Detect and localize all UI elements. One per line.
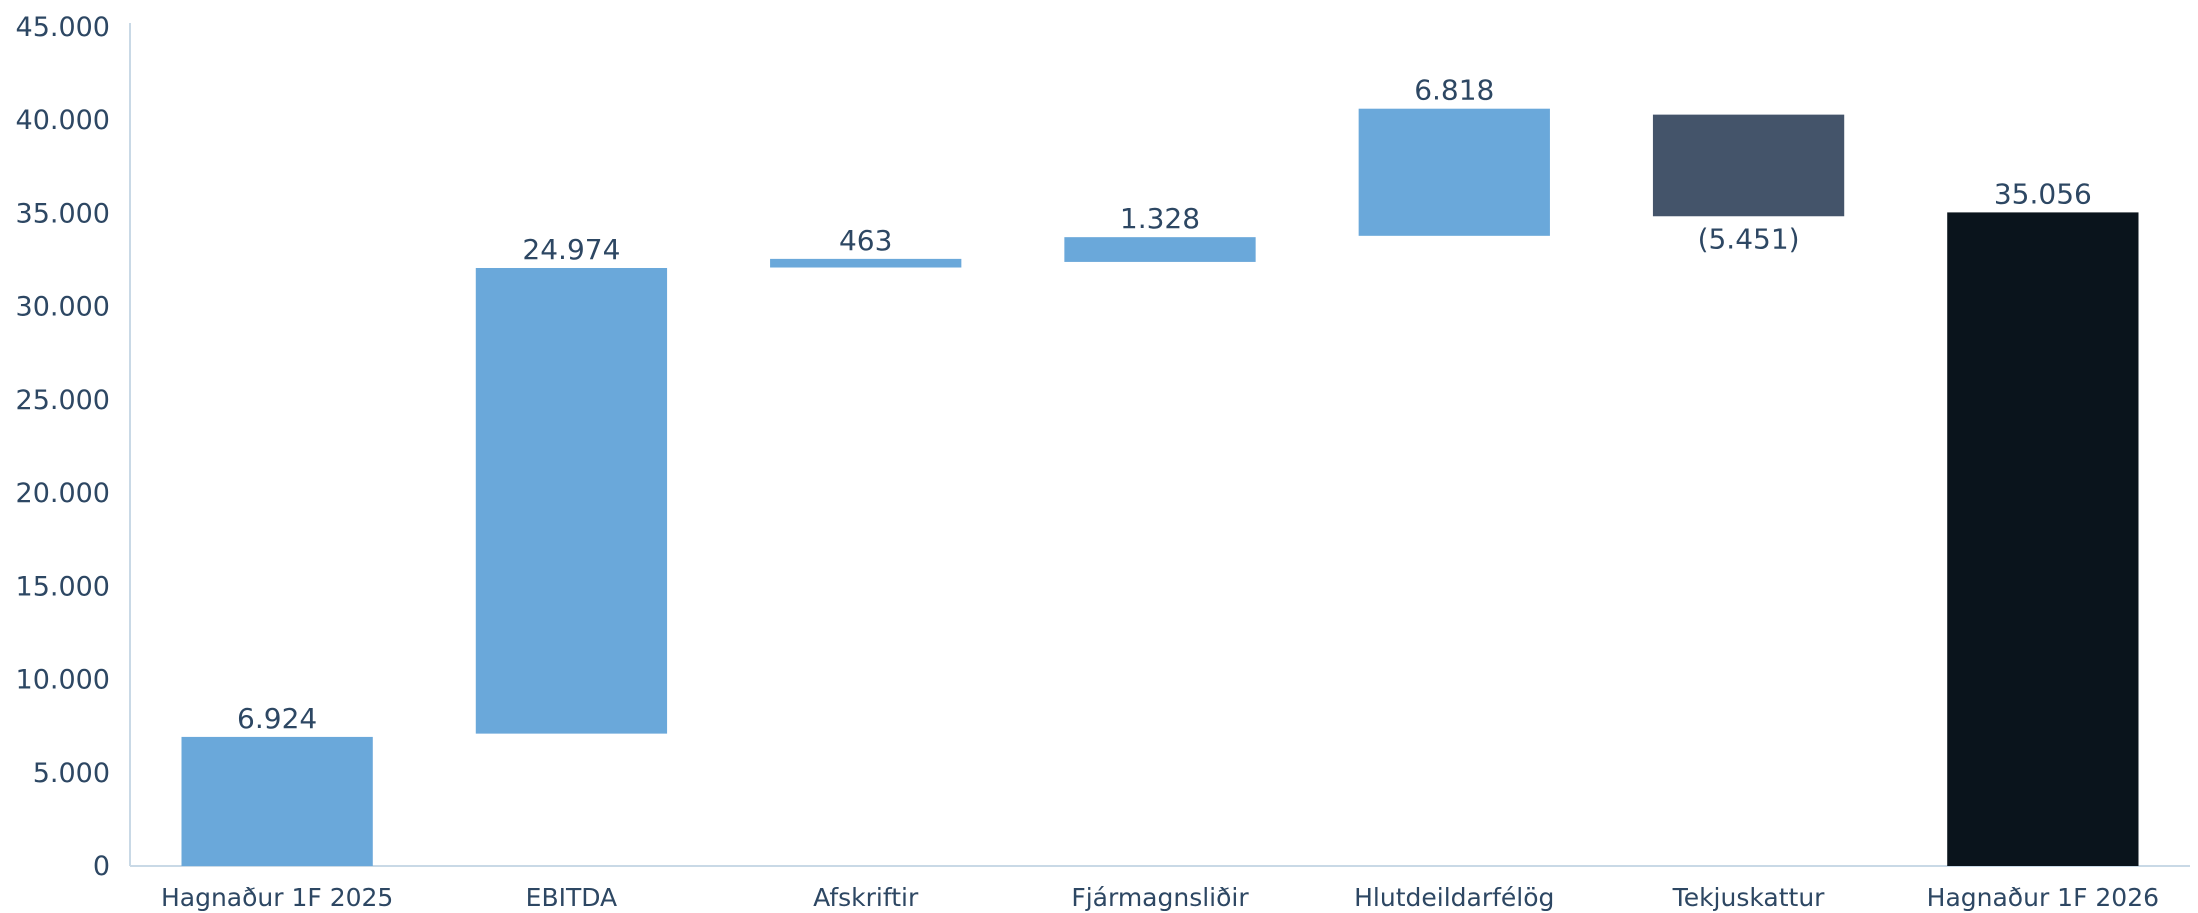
data-label: 1.328 (1120, 202, 1200, 235)
y-tick-label: 30.000 (16, 292, 110, 323)
y-tick-label: 20.000 (16, 478, 110, 509)
x-tick-label: EBITDA (526, 883, 618, 912)
x-tick-label: Afskriftir (813, 883, 919, 912)
y-tick-label: 15.000 (16, 571, 110, 602)
x-tick-label: Fjármagnsliðir (1071, 883, 1249, 912)
bar-increase (475, 267, 668, 734)
data-label: 6.818 (1414, 74, 1494, 107)
y-tick-label: 45.000 (16, 12, 110, 43)
bar-total (181, 736, 373, 866)
y-tick-label: 40.000 (16, 105, 110, 136)
bar-increase (770, 258, 962, 268)
y-axis-ticks: 0 5.000 10.000 15.000 20.000 25.000 30.000 35.0… (16, 12, 110, 882)
bars-group (181, 108, 2139, 866)
x-tick-label: Hagnaður 1F 2026 (1927, 883, 2159, 912)
bar-increase (1358, 108, 1550, 236)
y-tick-label: 25.000 (16, 385, 110, 416)
x-axis-labels: Hagnaður 1F 2025 EBITDA Afskriftir Fjármagn… (161, 883, 2159, 912)
bar-total (1947, 212, 2139, 866)
bar-decrease (1652, 114, 1845, 217)
x-tick-label: Tekjuskattur (1672, 883, 1826, 912)
data-label: 463 (839, 224, 892, 257)
data-label: (5.451) (1698, 222, 1800, 255)
y-tick-label: 5.000 (33, 758, 110, 789)
x-tick-label: Hagnaður 1F 2025 (161, 883, 393, 912)
data-labels-group: 6.924 24.974 463 1.328 6.818 (5.451) 35.056 (237, 74, 2092, 735)
y-tick-label: 35.000 (16, 198, 110, 229)
data-label: 24.974 (522, 233, 620, 266)
x-tick-label: Hlutdeildarfélög (1354, 883, 1554, 912)
data-label: 6.924 (237, 702, 317, 735)
data-label: 35.056 (1994, 177, 2092, 210)
y-tick-label: 10.000 (16, 665, 110, 696)
bar-increase (1064, 237, 1256, 262)
y-tick-label: 0 (93, 851, 110, 882)
